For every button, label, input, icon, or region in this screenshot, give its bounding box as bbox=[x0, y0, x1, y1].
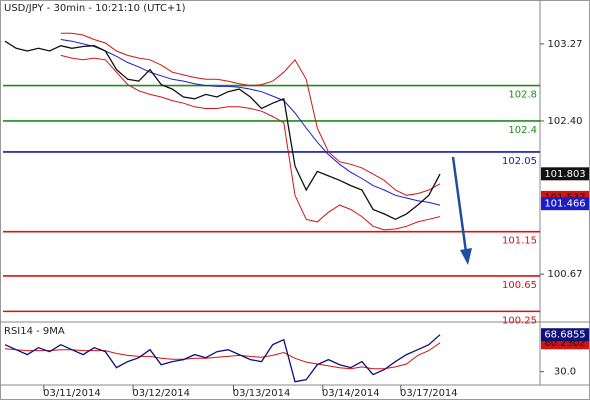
level-label: 101.15 bbox=[502, 236, 537, 247]
value-box-label: 101.466 bbox=[544, 199, 585, 210]
y-tick-label: 103.27 bbox=[548, 39, 583, 50]
value-box-label: 101.803 bbox=[544, 169, 585, 180]
series-line bbox=[60, 54, 441, 231]
x-tick-label: 03/17/2014 bbox=[400, 388, 458, 399]
y-tick-label: 100.67 bbox=[548, 269, 583, 280]
level-label: 102.8 bbox=[508, 90, 537, 101]
level-label: 100.65 bbox=[502, 280, 537, 291]
value-box bbox=[541, 328, 589, 342]
chart-title: USD/JPY - 30min - 10:21:10 (UTC+1) bbox=[4, 3, 186, 14]
x-tick-label: 03/14/2014 bbox=[322, 388, 380, 399]
x-tick-label: 03/12/2014 bbox=[132, 388, 190, 399]
panel-title: RSI14 - 9MA bbox=[4, 326, 65, 337]
level-label: 102.05 bbox=[502, 156, 537, 167]
value-box bbox=[541, 197, 589, 211]
series-line bbox=[60, 39, 441, 206]
y-tick-label: 30.0 bbox=[554, 367, 576, 378]
y-tick-label: 102.40 bbox=[548, 116, 583, 127]
forecast-arrow bbox=[451, 156, 472, 265]
series-line bbox=[4, 40, 441, 221]
level-label: 102.4 bbox=[508, 125, 537, 136]
value-box-label: 60.2302 bbox=[544, 338, 585, 349]
value-box-label: 68.6855 bbox=[544, 330, 585, 341]
level-label: 100.25 bbox=[502, 315, 537, 326]
x-tick-label: 03/13/2014 bbox=[233, 388, 291, 399]
series-line bbox=[4, 334, 441, 383]
x-tick-label: 03/11/2014 bbox=[43, 388, 101, 399]
series-line bbox=[60, 32, 441, 196]
value-box bbox=[541, 167, 589, 181]
